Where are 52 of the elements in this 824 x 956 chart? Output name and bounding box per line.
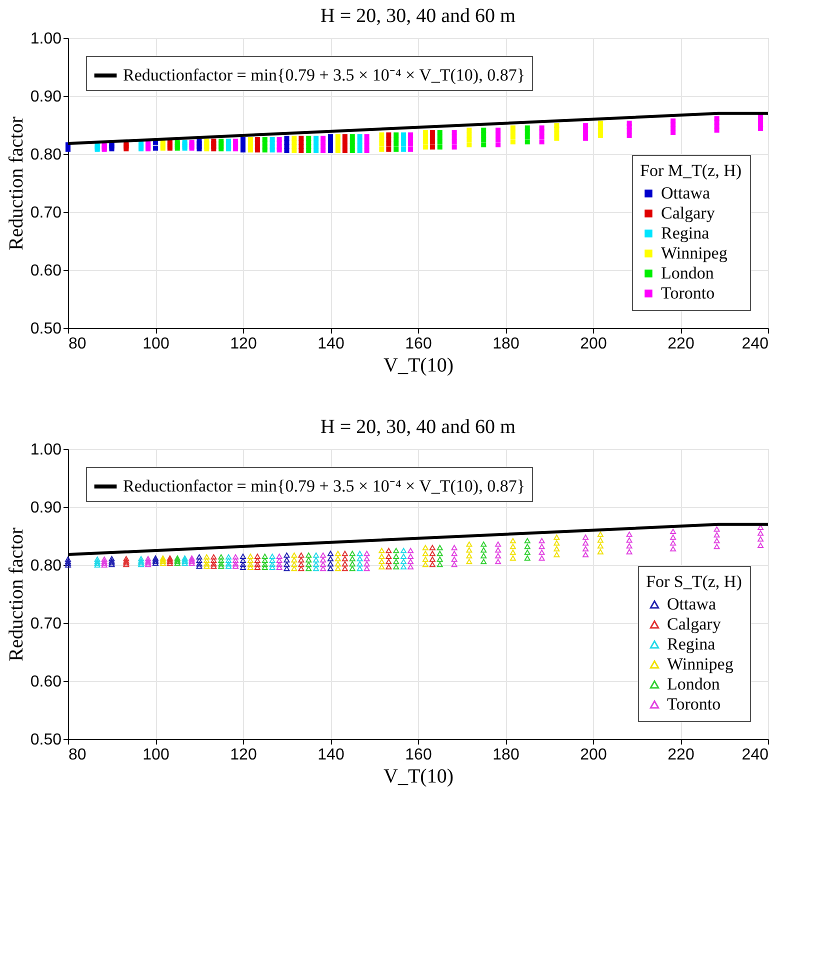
x-tick-label: 180 [492, 336, 520, 352]
x-tick-label: 100 [142, 336, 170, 352]
legend-label: Reductionfactor = min{0.79 + 3.5 × 10⁻⁴ × V_T(10), 0.87} [123, 476, 525, 496]
legend-label: London [667, 674, 720, 694]
legend-title: For M_T(z, H) [640, 161, 742, 180]
legend-label: London [661, 264, 714, 282]
x-tick-label: 240 [742, 746, 769, 764]
chart-title: H = 20, 30, 40 and 60 m [320, 416, 516, 438]
x-axis-title: V_T(10) [384, 766, 454, 788]
y-tick-label: 0.70 [30, 204, 62, 222]
legend-title: For S_T(z, H) [646, 572, 742, 591]
legend-label: Reductionfactor = min{0.79 + 3.5 × 10⁻⁴ × V_T(10), 0.87} [123, 66, 525, 84]
x-tick-label: 220 [668, 746, 694, 764]
y-tick-label: 0.90 [30, 88, 62, 106]
x-tick-label: 160 [405, 336, 432, 352]
legend-label: Calgary [661, 204, 716, 222]
x-tick-label: 200 [580, 746, 607, 764]
x-tick-label: 120 [230, 336, 257, 352]
y-axis-title: Reduction factor [5, 116, 28, 250]
x-tick-label: 80 [68, 336, 86, 352]
legend-label: Ottawa [661, 184, 711, 202]
x-tick-label: 100 [142, 746, 170, 764]
legend-label: Calgary [667, 614, 722, 634]
legend-label: Toronto [661, 284, 715, 302]
x-tick-label: 120 [230, 746, 257, 764]
y-axis-title: Reduction factor [5, 527, 28, 662]
x-tick-label: 180 [492, 746, 520, 764]
x-tick-label: 140 [318, 746, 344, 764]
y-tick-label: 0.70 [30, 616, 62, 632]
y-tick-label: 0.80 [30, 558, 62, 574]
y-tick-label: 0.90 [30, 500, 62, 516]
x-tick-label: 220 [668, 336, 694, 352]
legend-label: Toronto [667, 694, 721, 714]
y-tick-label: 0.50 [30, 320, 62, 338]
x-tick-label: 80 [68, 746, 86, 764]
y-tick-label: 0.80 [30, 146, 62, 164]
x-tick-label: 140 [318, 336, 344, 352]
y-tick-label: 1.00 [30, 30, 62, 48]
y-tick-label: 0.60 [30, 674, 62, 690]
x-tick-label: 240 [742, 336, 769, 352]
x-axis-title: V_T(10) [384, 354, 454, 376]
chart-title: H = 20, 30, 40 and 60 m [320, 5, 516, 27]
legend-label: Ottawa [667, 594, 717, 614]
legend-label: Winnipeg [667, 654, 734, 674]
x-tick-label: 200 [580, 336, 607, 352]
legend-label: Regina [661, 224, 710, 242]
y-tick-label: 0.50 [30, 732, 62, 748]
legend-label: Regina [667, 634, 716, 654]
legend-label: Winnipeg [661, 244, 728, 262]
y-tick-label: 1.00 [30, 442, 62, 458]
y-tick-label: 0.60 [30, 262, 62, 280]
x-tick-label: 160 [405, 746, 432, 764]
